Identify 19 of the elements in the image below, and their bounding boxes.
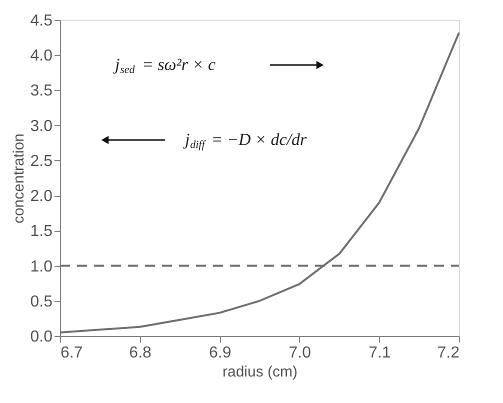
y-tick-label: 4.0 — [30, 48, 53, 65]
y-tick-label: 0.5 — [30, 293, 53, 310]
x-tick-label: 7.2 — [437, 344, 460, 362]
x-axis-title: radius (cm) — [222, 364, 298, 380]
y-tick-label: 2.5 — [30, 152, 53, 170]
y-tick-label: 2.0 — [30, 188, 53, 206]
y-tick-label: 4.5 — [30, 12, 53, 30]
y-tick-label: 1.5 — [30, 223, 53, 240]
y-tick-label: 0.0 — [30, 328, 53, 346]
x-tick-label: 6.7 — [60, 344, 83, 362]
y-tick-label: 3.0 — [30, 118, 53, 135]
y-axis-title: concentration — [10, 133, 28, 224]
x-tick-label: 6.9 — [208, 344, 232, 362]
line-series — [59, 32, 460, 334]
y-tick-label: 3.5 — [30, 82, 53, 100]
x-tick-label: 7.1 — [368, 344, 391, 362]
y-tick-label: 1.0 — [30, 258, 53, 276]
x-tick-label: 6.8 — [129, 344, 152, 362]
x-tick-label: 7.0 — [288, 344, 312, 362]
